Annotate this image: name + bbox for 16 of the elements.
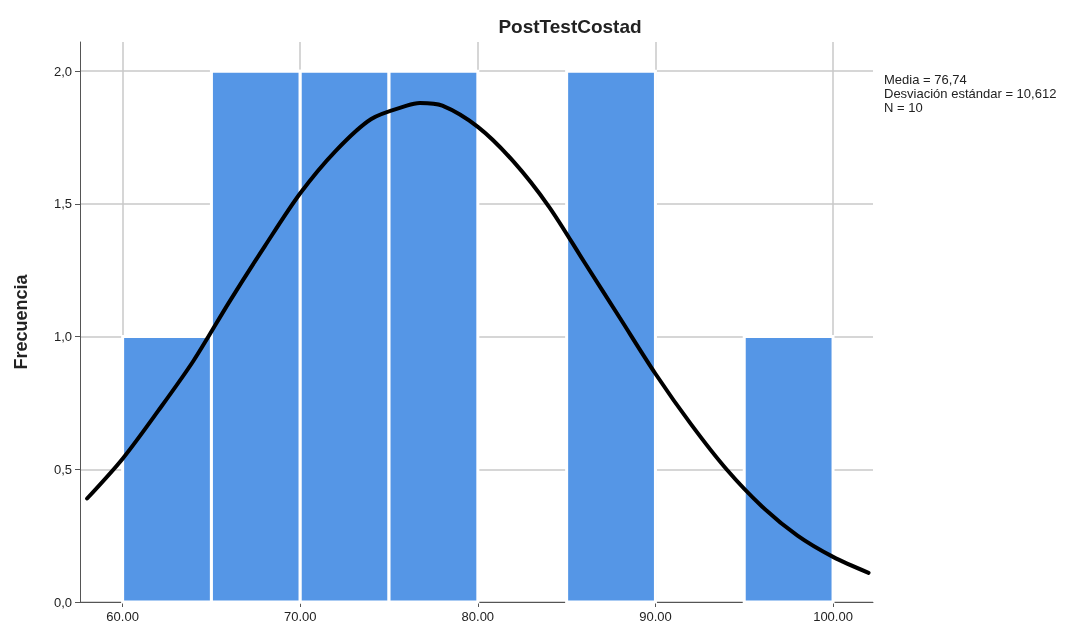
text: Desviación estándar = 10,612 — [884, 85, 1057, 101]
y-axis-title: Frecuencia — [11, 273, 31, 370]
x-tick-label: 90.00 — [639, 609, 672, 623]
y-tick-label: 2,0 — [53, 63, 72, 79]
x-tick-label: 60.00 — [106, 609, 139, 623]
text: N = 10 — [884, 99, 923, 115]
y-tick-label: 0,0 — [53, 594, 72, 610]
text: Media = 76,74 — [884, 71, 967, 87]
y-tick-label: 1,5 — [53, 196, 72, 212]
x-tick-label: 70.00 — [283, 609, 317, 623]
line-series — [85, 101, 871, 575]
x-tick-label: 100.00 — [813, 609, 853, 623]
y-tick-label: 0,5 — [53, 461, 72, 477]
y-tick-label: 1,0 — [53, 329, 72, 345]
x-tick-label: 80.00 — [461, 609, 495, 623]
chart-title: PostTestCostad — [498, 16, 642, 37]
